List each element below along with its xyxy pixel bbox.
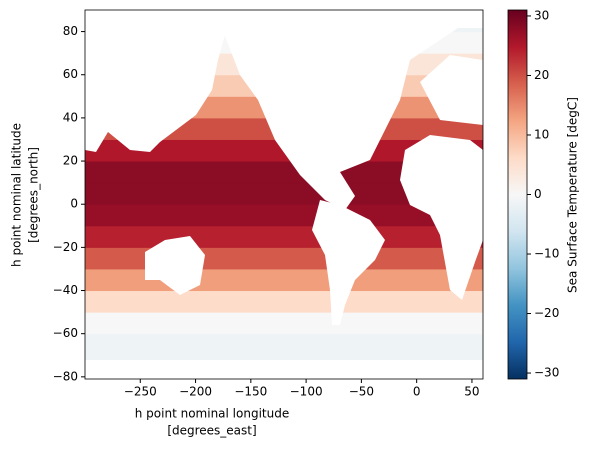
sst-band [85, 312, 483, 335]
north-america [215, 10, 483, 210]
x-tick-label: −100 [290, 385, 323, 399]
y-tick-label: −60 [53, 326, 78, 340]
x-axis-label: [degrees_east] [167, 424, 256, 438]
south-america [312, 200, 385, 325]
sst-band [85, 204, 483, 227]
land [85, 10, 483, 379]
y-tick-label: −40 [53, 283, 78, 297]
plot-frame [84, 9, 484, 380]
x-tick-label: −50 [349, 385, 374, 399]
y-tick-label: −80 [53, 369, 78, 383]
x-tick-label: 0 [413, 385, 421, 399]
antarctica [85, 360, 483, 379]
y-tick-label: 60 [63, 67, 78, 81]
sst-band [85, 161, 483, 184]
sst-band [85, 290, 483, 313]
x-tick-label: −150 [234, 385, 267, 399]
colorbar-tick-label: 30 [534, 8, 549, 22]
colorbar-tick-label: −20 [534, 306, 559, 320]
europe [420, 55, 483, 125]
y-tick-label: 0 [70, 197, 78, 211]
x-tick-label: −200 [179, 385, 212, 399]
colorbar-tick-label: 10 [534, 127, 549, 141]
y-axis-label: h point nominal latitude [10, 123, 24, 267]
colorbar-tick-label: 20 [534, 68, 549, 82]
x-tick-label: −250 [124, 385, 157, 399]
y-tick-label: 20 [63, 154, 78, 168]
y-axis-label: [degrees_north] [27, 147, 41, 243]
x-axis-label: h point nominal longitude [135, 407, 289, 421]
colorbar-tick-label: −30 [534, 366, 559, 380]
sst-band [85, 247, 483, 270]
asia [85, 10, 232, 152]
y-tick-label: −20 [53, 240, 78, 254]
sst-band [85, 182, 483, 205]
colorbar-tick-label: −10 [534, 247, 559, 261]
australia [145, 236, 205, 295]
colorbar-label: Sea Surface Temperature [degC] [566, 97, 580, 293]
y-tick-label: 40 [63, 110, 78, 124]
y-tick-label: 80 [63, 24, 78, 38]
colorbar [507, 9, 528, 380]
x-tick-label: 50 [464, 385, 479, 399]
sst-band [85, 268, 483, 292]
sst-band [85, 225, 483, 248]
colorbar-tick-label: 0 [534, 187, 542, 201]
sst-band [85, 333, 483, 356]
africa [400, 135, 483, 300]
